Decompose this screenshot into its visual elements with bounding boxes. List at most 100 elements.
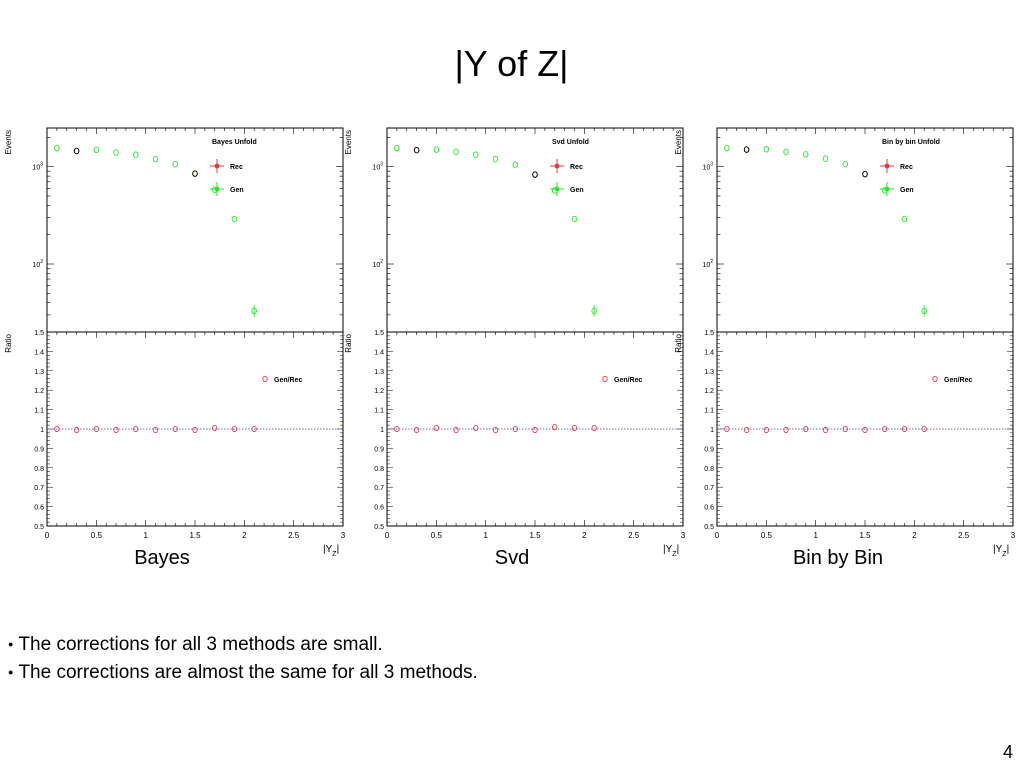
- gen-marker: [724, 144, 730, 152]
- panel-label-svd: Svd: [494, 547, 530, 569]
- y-tick-label: 1.1: [374, 408, 384, 415]
- gen-marker: [453, 148, 459, 156]
- y-tick-label: 1.5: [704, 330, 714, 337]
- gen-marker: [591, 307, 597, 315]
- rec-marker: [743, 146, 750, 153]
- y-tick-label: 1: [40, 427, 44, 434]
- rec-marker: [413, 146, 420, 154]
- gen-marker: [231, 215, 238, 223]
- x-axis-label: |YZ|: [323, 544, 339, 558]
- ratio-marker: [862, 426, 868, 434]
- gen-marker: [803, 151, 809, 158]
- legend-label-gen-rec: Gen/Rec: [274, 377, 303, 384]
- x-tick-label: 2.5: [288, 531, 300, 540]
- gen-marker: [473, 151, 479, 158]
- x-tick-label: 2.5: [958, 531, 970, 540]
- ratio-marker: [212, 424, 218, 432]
- x-tick-label: 0.5: [761, 531, 773, 540]
- x-tick-label: 2.5: [628, 531, 640, 540]
- panel-label-bin-by-bin: Bin by Bin: [792, 547, 884, 569]
- gen-marker: [822, 155, 829, 162]
- legend-label-gen-rec: Gen/Rec: [614, 377, 643, 384]
- ratio-marker: [724, 425, 730, 433]
- y-tick-label: 1.2: [704, 388, 714, 395]
- y-tick-label: 1.5: [374, 330, 384, 337]
- rec-marker: [532, 171, 538, 178]
- legend-title: Bin by bin Unfold: [882, 139, 940, 146]
- y-tick-label: 1.5: [34, 330, 44, 337]
- ratio-marker: [921, 425, 927, 433]
- y-tick-label: 102: [32, 259, 43, 269]
- y-tick-label: 1.3: [34, 369, 44, 376]
- x-tick-label: 2: [242, 531, 247, 540]
- ratio-marker: [133, 425, 139, 433]
- y-tick-label: 0.8: [704, 466, 714, 473]
- y-tick-label: 1.3: [704, 369, 714, 376]
- y-tick-label: 0.8: [34, 466, 44, 473]
- gen-marker: [251, 307, 257, 315]
- gen-marker: [394, 144, 400, 152]
- y-axis-label-events: Events: [674, 130, 683, 154]
- legend-title: Bayes Unfold: [212, 139, 257, 146]
- y-tick-label: 0.8: [374, 466, 384, 473]
- y-tick-label: 0.9: [704, 446, 714, 453]
- gen-marker: [133, 151, 139, 158]
- ratio-marker: [783, 426, 789, 434]
- x-tick-label: 1.5: [859, 531, 871, 540]
- ratio-marker: [192, 426, 198, 434]
- x-tick-label: 3: [341, 531, 346, 540]
- y-tick-label: 1.4: [374, 349, 384, 356]
- ratio-marker: [571, 424, 578, 432]
- panel-label-bayes: Bayes: [134, 547, 190, 569]
- ratio-marker: [882, 425, 888, 433]
- ratio-marker: [251, 425, 257, 433]
- slide-title: |Y of Z|: [454, 43, 569, 84]
- gen-marker: [172, 161, 179, 168]
- y-tick-label: 0.9: [34, 446, 44, 453]
- ratio-marker: [394, 425, 400, 433]
- x-tick-label: 0.5: [431, 531, 443, 540]
- ratio-marker: [73, 426, 80, 434]
- gen-marker: [152, 155, 159, 163]
- y-tick-label: 0.5: [374, 524, 384, 531]
- y-tick-label: 1: [710, 427, 714, 434]
- legend-label-rec: Rec: [230, 164, 243, 171]
- ratio-marker: [591, 424, 597, 432]
- ratio-marker: [433, 424, 439, 432]
- y-tick-label: 0.7: [374, 485, 384, 492]
- legend-label-gen: Gen: [230, 187, 244, 194]
- x-tick-label: 0: [715, 531, 720, 540]
- gen-marker: [842, 161, 849, 168]
- ratio-marker: [512, 425, 518, 433]
- y-tick-label: 0.5: [704, 524, 714, 531]
- ratio-marker: [822, 426, 829, 434]
- x-tick-label: 1.5: [529, 531, 541, 540]
- gen-marker: [512, 161, 519, 168]
- y-axis-label-ratio: Ratio: [344, 333, 353, 352]
- x-tick-label: 1: [813, 531, 818, 540]
- y-tick-label: 0.6: [34, 505, 44, 512]
- y-tick-label: 103: [32, 162, 43, 172]
- legend-marker-rec: [214, 163, 220, 169]
- legend-marker-gen: [884, 186, 890, 192]
- legend-marker-gen: [554, 186, 560, 192]
- y-tick-label: 1.1: [704, 408, 714, 415]
- ratio-marker: [743, 426, 750, 434]
- y-axis-label-events: Events: [344, 130, 353, 154]
- rec-marker: [862, 170, 868, 178]
- y-tick-label: 0.9: [374, 446, 384, 453]
- rec-marker: [73, 147, 80, 155]
- y-tick-label: 102: [372, 259, 383, 269]
- ratio-marker: [413, 426, 420, 434]
- x-axis-label: |YZ|: [663, 544, 679, 558]
- ratio-marker: [93, 425, 99, 433]
- rec-marker: [192, 170, 198, 177]
- ratio-marker: [842, 425, 848, 433]
- legend-label-gen: Gen: [570, 187, 584, 194]
- gen-marker: [921, 307, 927, 315]
- gen-marker: [901, 215, 908, 223]
- ratio-marker: [152, 426, 159, 434]
- y-axis-label-ratio: Ratio: [4, 333, 13, 352]
- ratio-marker: [113, 426, 119, 434]
